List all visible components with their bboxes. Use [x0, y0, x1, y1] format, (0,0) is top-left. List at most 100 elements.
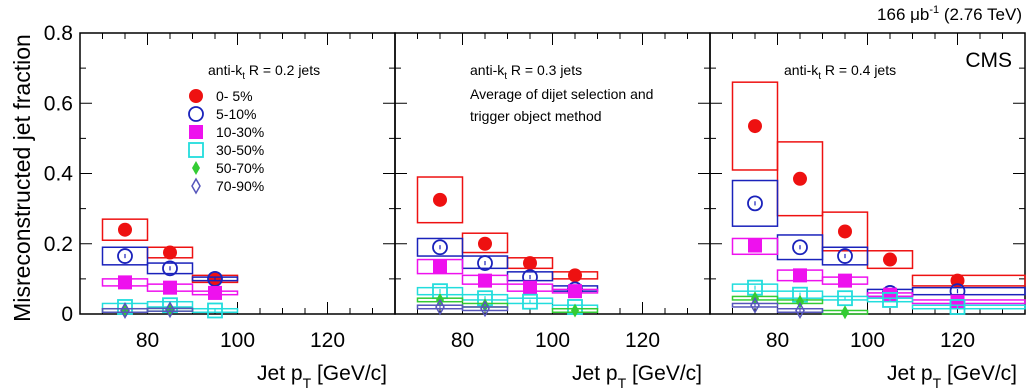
data-point	[883, 252, 897, 267]
x-axis-title: Jet pT [GeV/c]	[572, 362, 702, 390]
legend-label: 70-90%	[216, 178, 264, 194]
y-tick-label: 0.8	[44, 22, 73, 45]
legend: 0- 5% 5-10% 10-30% 30-50% 50-70% 70-90%	[188, 88, 264, 195]
jet-algorithm-label: anti-kt R = 0.3 jets	[470, 62, 582, 82]
x-tick-label: 80	[451, 329, 474, 352]
systematic-box	[416, 176, 464, 224]
data-point	[118, 222, 132, 237]
legend-marker	[191, 177, 201, 195]
data-point	[838, 224, 852, 239]
legend-label: 10-30%	[216, 124, 264, 140]
data-point	[796, 294, 804, 309]
data-point	[433, 259, 447, 274]
systematic-box	[731, 283, 779, 292]
data-point	[949, 299, 966, 315]
systematic-box	[146, 262, 194, 275]
data-point	[747, 195, 763, 212]
systematic-box	[731, 237, 779, 256]
legend-label: 30-50%	[216, 142, 264, 158]
data-point	[117, 248, 133, 264]
x-tick-label: 100	[850, 329, 885, 352]
data-point	[838, 273, 852, 288]
data-point	[748, 238, 762, 253]
series-30-50-	[731, 279, 1026, 315]
systematic-box	[821, 246, 869, 266]
legend-marker	[189, 89, 203, 103]
data-point	[837, 290, 853, 307]
data-point	[481, 298, 489, 313]
systematic-box	[416, 237, 464, 257]
data-point	[841, 305, 849, 320]
legend-label: 0- 5%	[216, 88, 253, 104]
data-point	[568, 284, 582, 299]
systematic-box	[101, 218, 149, 241]
y-tick-label: 0.2	[44, 233, 73, 256]
legend-marker	[188, 106, 204, 122]
data-point	[435, 298, 445, 316]
panel-3	[709, 32, 1026, 320]
systematic-box	[416, 258, 464, 275]
series-5-10-	[731, 179, 1026, 301]
legend-marker	[188, 142, 204, 158]
systematic-box	[911, 304, 1026, 310]
systematic-box	[821, 211, 869, 252]
plot-panels	[79, 32, 1026, 320]
systematic-box	[911, 299, 1026, 305]
data-point	[120, 301, 130, 319]
systematic-box	[101, 246, 149, 266]
x-tick-labels: 80 100 120 80 100 120 80 100 120	[136, 329, 975, 352]
x-tick-label: 100	[535, 329, 570, 352]
data-point	[748, 119, 762, 134]
jet-algorithm-label: anti-kt R = 0.4 jets	[784, 62, 896, 82]
data-point	[432, 239, 448, 256]
data-point	[478, 273, 492, 288]
data-point	[478, 236, 492, 251]
series-70-90-	[731, 296, 824, 319]
y-tick-label: 0	[61, 303, 73, 326]
data-point	[523, 256, 537, 271]
data-point	[795, 301, 805, 319]
systematic-box	[731, 179, 779, 227]
data-point	[522, 293, 538, 310]
legend-marker	[189, 125, 203, 139]
x-tick-label: 120	[310, 329, 345, 352]
x-tick-label: 120	[625, 329, 660, 352]
legend-label: 5-10%	[216, 106, 256, 122]
x-tick-label: 80	[766, 329, 789, 352]
data-point	[882, 292, 898, 308]
x-axis-title: Jet pT [GeV/c]	[887, 362, 1017, 390]
series-70-90-	[416, 298, 509, 318]
x-tick-label: 100	[220, 329, 255, 352]
y-tick-label: 0.6	[44, 92, 73, 115]
series-5-10-	[416, 237, 599, 298]
y-tick-label: 0.4	[44, 163, 74, 186]
data-point	[568, 268, 582, 283]
data-point	[480, 300, 490, 318]
systematic-box	[731, 81, 779, 171]
x-axis-titles: Jet pT [GeV/c] Jet pT [GeV/c] Jet pT [GeV/…	[257, 362, 1017, 390]
data-point	[165, 301, 175, 319]
systematic-box	[911, 286, 1026, 296]
x-axis-title: Jet pT [GeV/c]	[257, 362, 387, 390]
panel-labels: anti-kt R = 0.2 jets anti-kt R = 0.3 jets…	[208, 62, 896, 124]
luminosity-label: 166 μb-1 (2.76 TeV)	[877, 4, 1022, 24]
series-0-5-	[731, 81, 1026, 288]
systematic-box	[776, 141, 824, 217]
data-point	[571, 303, 579, 318]
data-point	[793, 171, 807, 186]
data-point	[523, 280, 537, 295]
panel-1	[79, 32, 396, 319]
y-axis-title: Misreconstructed jet fraction	[9, 34, 35, 322]
y-tick-labels: 0 0.2 0.4 0.6 0.8	[44, 22, 74, 326]
data-point	[837, 248, 853, 264]
experiment-label: CMS	[965, 49, 1012, 72]
series-10-30-	[416, 258, 599, 299]
data-point	[207, 270, 223, 287]
data-point	[163, 280, 177, 295]
data-point	[793, 268, 807, 283]
series-10-30-	[101, 275, 239, 300]
x-tick-label: 80	[136, 329, 159, 352]
jet-algorithm-label: anti-kt R = 0.2 jets	[208, 62, 320, 82]
legend-marker	[192, 161, 200, 175]
